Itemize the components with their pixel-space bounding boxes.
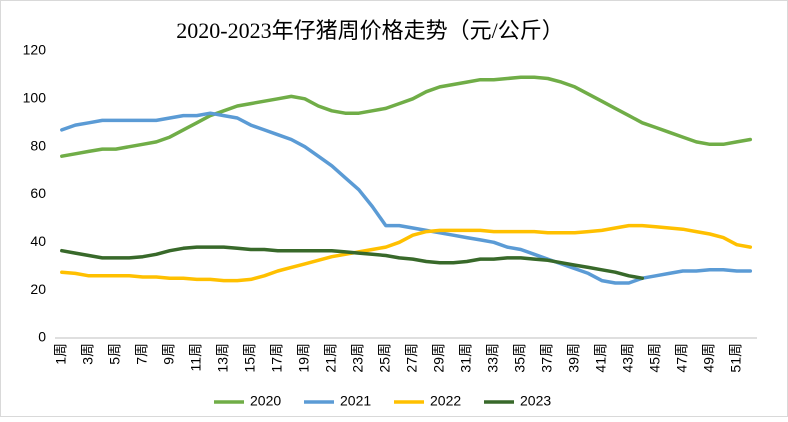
x-tick-label: 23周	[349, 343, 365, 373]
series-line	[60, 75, 753, 158]
y-tick-label: 20	[30, 281, 46, 297]
x-tick-label: 13周	[214, 343, 230, 373]
x-tick-label: 33周	[484, 343, 500, 373]
x-tick-label: 39周	[565, 343, 581, 373]
y-tick-label: 0	[38, 329, 46, 345]
x-tick-label: 43周	[619, 343, 635, 373]
x-tick-label: 21周	[322, 343, 338, 373]
x-tick-label: 47周	[673, 343, 689, 373]
x-tick-label: 45周	[646, 343, 662, 373]
x-tick-label: 9周	[160, 343, 176, 365]
x-tick-label: 25周	[376, 343, 392, 373]
x-tick-label: 5周	[106, 343, 122, 365]
x-tick-label: 19周	[295, 343, 311, 373]
x-tick-label: 17周	[268, 343, 284, 373]
series-line	[60, 223, 753, 283]
legend-label: 2022	[430, 393, 461, 409]
x-tick-label: 37周	[538, 343, 554, 373]
series-line	[60, 111, 753, 285]
x-tick-label: 15周	[241, 343, 257, 373]
y-tick-label: 40	[30, 233, 46, 249]
x-tick-label: 7周	[133, 343, 149, 365]
series-line	[60, 245, 645, 280]
y-tick-label: 100	[23, 90, 47, 106]
y-tick-label: 80	[30, 137, 46, 153]
x-tick-label: 1周	[52, 343, 68, 365]
x-tick-label: 41周	[592, 343, 608, 373]
legend-label: 2021	[340, 393, 371, 409]
x-tick-label: 27周	[403, 343, 419, 373]
legend-label: 2020	[250, 393, 281, 409]
x-tick-label: 49周	[700, 343, 716, 373]
x-tick-label: 11周	[187, 343, 203, 372]
chart-title: 2020-2023年仔猪周价格走势（元/公斤）	[176, 18, 563, 43]
x-tick-label: 29周	[430, 343, 446, 373]
x-tick-label: 51周	[727, 343, 743, 373]
x-tick-label: 31周	[457, 343, 473, 373]
x-tick-label: 3周	[79, 343, 95, 365]
x-tick-label: 35周	[511, 343, 527, 373]
y-tick-label: 120	[23, 42, 47, 58]
legend-label: 2023	[520, 393, 551, 409]
y-tick-label: 60	[30, 185, 46, 201]
